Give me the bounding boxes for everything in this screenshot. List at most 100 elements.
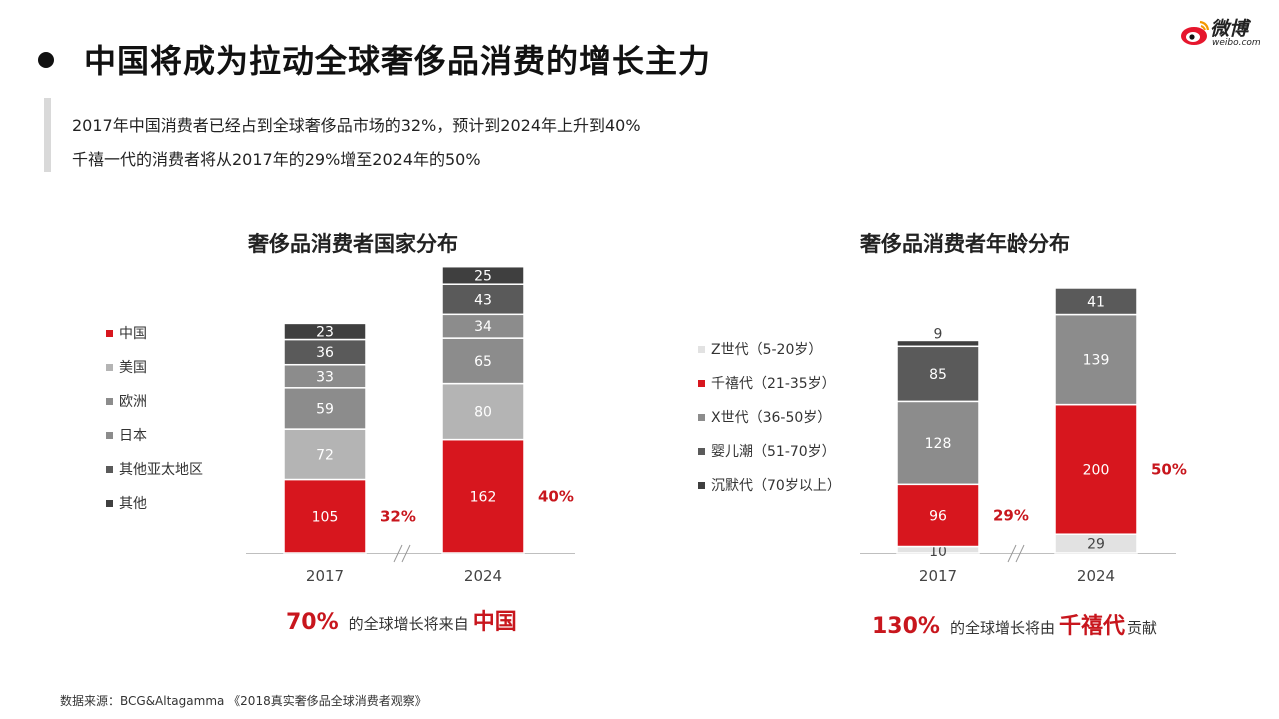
- data-label: 23: [316, 324, 334, 340]
- caption-2-value: 130%: [872, 614, 940, 639]
- chart-1-axis-break: [401, 544, 411, 563]
- legend-label: 欧洲: [119, 394, 147, 410]
- x-tick-label: 2024: [464, 567, 502, 585]
- legend-label: 其他亚太地区: [119, 462, 203, 478]
- data-label: 72: [316, 447, 334, 463]
- chart-2-title: 奢侈品消费者年龄分布: [860, 232, 1070, 256]
- bar-segment: [441, 337, 525, 385]
- data-label: 96: [929, 508, 947, 524]
- data-label: 59: [316, 401, 334, 417]
- caption-2: 130% 的全球增长将由 千禧代 贡献: [872, 608, 1161, 640]
- x-tick-label: 2017: [919, 567, 957, 585]
- bar-segment: [896, 400, 980, 486]
- caption-2-highlight: 千禧代: [1058, 614, 1125, 639]
- data-label: 80: [474, 405, 492, 421]
- legend-label: 其他: [119, 496, 147, 512]
- data-label: 36: [316, 345, 334, 361]
- legend-label: Z世代（5-20岁）: [711, 342, 823, 358]
- bar-segment: [441, 265, 525, 285]
- legend-label: 日本: [119, 428, 147, 444]
- legend-swatch: [698, 413, 705, 421]
- quote-bar: [44, 98, 51, 172]
- legend-swatch: [698, 447, 705, 455]
- chart-2-legend: Z世代（5-20岁） 千禧代（21-35岁） X世代（36-50岁） 婴儿潮（51-7…: [698, 332, 841, 502]
- legend-item: 其他: [106, 486, 203, 520]
- bar-segment: [896, 339, 980, 348]
- data-label: 41: [1087, 294, 1105, 310]
- bar-segment: [283, 387, 367, 430]
- bar-segment: [1054, 313, 1138, 406]
- bar-segment: [441, 438, 525, 554]
- data-label: 139: [1083, 353, 1110, 369]
- bar-segment: [1054, 287, 1138, 316]
- legend-item: 欧洲: [106, 384, 203, 418]
- page-title: 中国将成为拉动全球奢侈品消费的增长主力: [84, 42, 712, 80]
- share-label: 40%: [538, 487, 574, 505]
- legend-swatch: [106, 499, 113, 507]
- legend-item: 日本: [106, 418, 203, 452]
- data-label: 10: [929, 544, 947, 560]
- legend-swatch: [106, 431, 113, 439]
- data-source: 数据来源：BCG&Altagamma 《2018真实奢侈品全球消费者观察》: [60, 694, 427, 708]
- summary-line-1: 2017年中国消费者已经占到全球奢侈品市场的32%，预计到2024年上升到40%: [72, 116, 641, 135]
- legend-item: 美国: [106, 350, 203, 384]
- data-label: 34: [474, 319, 492, 335]
- data-label: 200: [1083, 462, 1110, 478]
- bar-segment: [283, 338, 367, 366]
- legend-swatch: [106, 329, 113, 337]
- chart-1-legend: 中国美国欧洲日本其他亚太地区 其他: [106, 316, 203, 520]
- legend-label: 中国: [119, 326, 147, 342]
- legend-label: 婴儿潮（51-70岁）: [711, 444, 836, 460]
- chart-2-axis-break: [1007, 544, 1017, 563]
- caption-1-text: 的全球增长将来自: [348, 615, 469, 633]
- legend-swatch: [106, 465, 113, 473]
- legend-label: X世代（36-50岁）: [711, 410, 832, 426]
- legend-label: 沉默代（70岁以上）: [711, 478, 841, 494]
- caption-1: 70% 的全球增长将来自 中国: [286, 604, 517, 636]
- bar-segment: [441, 382, 525, 441]
- title-bullet: [38, 52, 54, 68]
- data-label: 9: [934, 326, 943, 342]
- legend-swatch: [698, 379, 705, 387]
- bar-segment: [896, 483, 980, 548]
- legend-item: 中国: [106, 316, 203, 350]
- data-label: 85: [929, 367, 947, 383]
- chart-1-axis-break: [393, 544, 403, 563]
- caption-2-text: 的全球增长将由: [949, 619, 1055, 637]
- caption-1-value: 70%: [286, 610, 339, 635]
- logo-name: 微博: [1210, 18, 1249, 40]
- bar-segment: [896, 345, 980, 403]
- legend-item: 其他亚太地区: [106, 452, 203, 486]
- data-label: 128: [925, 436, 952, 452]
- data-label: 33: [316, 369, 334, 385]
- caption-2-tail: 贡献: [1127, 619, 1158, 637]
- share-label: 50%: [1151, 460, 1187, 478]
- bar-segment: [283, 322, 367, 341]
- legend-swatch: [106, 397, 113, 405]
- legend-swatch: [106, 363, 113, 371]
- legend-label: 美国: [119, 360, 147, 376]
- data-label: 43: [474, 292, 492, 308]
- x-tick-label: 2024: [1077, 567, 1115, 585]
- chart-2-axis-break: [1015, 544, 1025, 563]
- bar-segment: [441, 283, 525, 316]
- share-label: 32%: [380, 507, 416, 525]
- data-label: 29: [1087, 537, 1105, 553]
- summary-line-2: 千禧一代的消费者将从2017年的29%增至2024年的50%: [72, 150, 481, 169]
- data-label: 65: [474, 354, 492, 370]
- data-label: 25: [474, 268, 492, 284]
- legend-item: X世代（36-50岁）: [698, 400, 841, 434]
- x-tick-label: 2017: [306, 567, 344, 585]
- bar-segment: [283, 428, 367, 481]
- legend-swatch: [698, 345, 705, 353]
- legend-label: 千禧代（21-35岁）: [711, 376, 836, 392]
- caption-1-highlight: 中国: [472, 610, 517, 635]
- data-label: 162: [470, 489, 497, 505]
- weibo-logo-icon: [1181, 20, 1210, 45]
- logo-url: weibo.com: [1212, 38, 1261, 48]
- share-label: 29%: [993, 506, 1029, 524]
- chart-1-title: 奢侈品消费者国家分布: [248, 232, 458, 256]
- legend-item: 婴儿潮（51-70岁）: [698, 434, 841, 468]
- legend-item: 千禧代（21-35岁）: [698, 366, 841, 400]
